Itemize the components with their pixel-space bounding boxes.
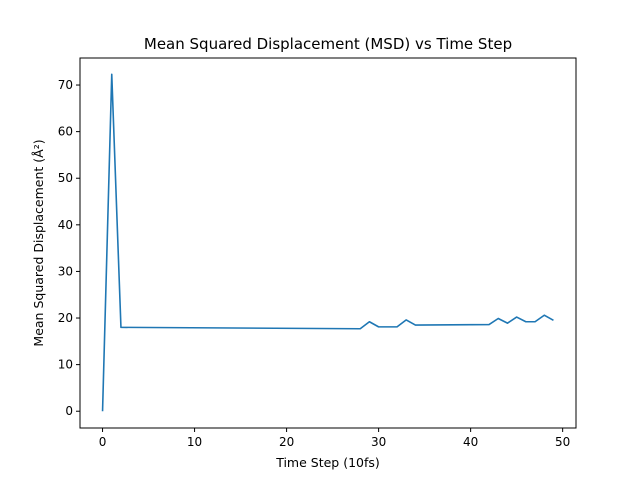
x-tick-label: 0 — [99, 435, 107, 449]
x-tick-label: 30 — [371, 435, 386, 449]
x-axis-label: Time Step (10fs) — [275, 455, 380, 470]
x-axis-ticks: 0 10 20 30 40 50 — [99, 428, 570, 449]
y-axis-ticks: 0 10 20 30 40 50 60 70 — [58, 78, 80, 418]
y-axis-label: Mean Squared Displacement (Å²) — [31, 139, 46, 346]
plot-area — [80, 58, 576, 428]
chart-title: Mean Squared Displacement (MSD) vs Time … — [144, 35, 512, 53]
series-layer — [101, 73, 554, 412]
msd-series-line-0 — [101, 73, 554, 412]
y-tick-label: 60 — [58, 125, 73, 139]
y-tick-label: 0 — [65, 404, 73, 418]
x-tick-label: 50 — [555, 435, 570, 449]
y-tick-label: 40 — [58, 218, 73, 232]
x-tick-label: 40 — [463, 435, 478, 449]
x-tick-label: 20 — [279, 435, 294, 449]
plot-frame — [79, 57, 577, 429]
y-tick-label: 20 — [58, 311, 73, 325]
y-tick-label: 30 — [58, 264, 73, 278]
y-tick-label: 50 — [58, 171, 73, 185]
x-tick-label: 10 — [187, 435, 202, 449]
y-tick-label: 10 — [58, 358, 73, 372]
y-tick-label: 70 — [58, 78, 73, 92]
